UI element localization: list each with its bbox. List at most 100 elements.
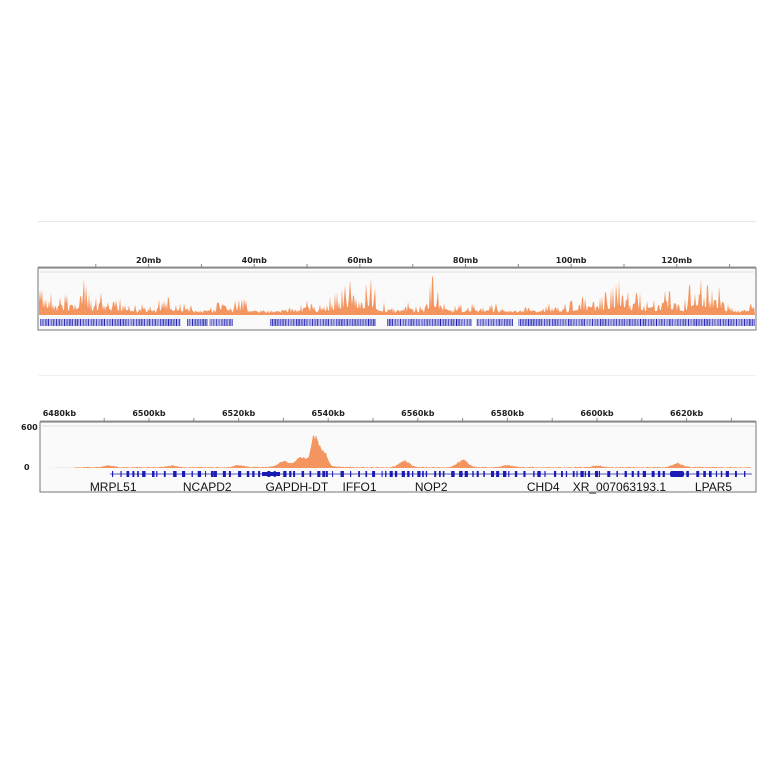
exon-mark: [372, 471, 376, 477]
gene-mark: [520, 319, 521, 326]
divider: [38, 375, 756, 376]
exon-mark: [112, 471, 114, 477]
gene-mark: [83, 319, 85, 326]
gene-mark: [635, 319, 637, 326]
gene-mark: [329, 319, 331, 326]
ruler-tick-label: 6480kb: [43, 409, 77, 418]
gene-mark: [204, 319, 206, 326]
ruler-tick-label: 60mb: [347, 256, 372, 265]
gene-mark: [553, 319, 555, 326]
ruler-tick-label: 40mb: [242, 256, 267, 265]
gene-mark: [491, 319, 493, 326]
gene-mark: [401, 319, 403, 326]
gene-mark: [641, 319, 643, 326]
gene-mark: [339, 319, 341, 326]
region-zoom-panel[interactable]: 6480kb 6500kb 6520kb 6540kb 6560kb 6580kb 6600…: [21, 409, 757, 494]
gene-mark: [121, 319, 123, 326]
gene-mark: [137, 319, 139, 326]
gene-mark: [728, 319, 729, 326]
gene-mark: [227, 319, 229, 326]
gene-mark: [222, 319, 224, 326]
gene-mark: [675, 319, 677, 326]
gene-mark: [107, 319, 109, 326]
gene-mark: [337, 319, 339, 326]
gene-mark: [548, 319, 550, 326]
gene-mark: [316, 319, 318, 326]
gene-mark: [752, 319, 753, 326]
exon-mark: [657, 471, 661, 477]
gene-mark: [369, 319, 371, 326]
exon-mark: [163, 471, 166, 477]
gene-mark: [352, 319, 353, 326]
gene-mark: [588, 319, 590, 326]
gene-mark: [307, 319, 309, 326]
gene-mark: [582, 319, 584, 326]
gene-mark: [347, 319, 349, 326]
gene-mark: [292, 319, 294, 326]
gene-mark: [40, 319, 41, 326]
gene-mark: [84, 319, 86, 326]
ruler-tick-label: 100mb: [556, 256, 587, 265]
exon-mark: [126, 471, 130, 477]
gene-mark: [228, 319, 230, 326]
gene-mark: [684, 319, 686, 326]
gene-label: XR_007063193.1: [573, 480, 667, 494]
exon-mark: [580, 471, 584, 477]
gene-mark: [428, 319, 430, 326]
exon-mark: [662, 471, 665, 477]
gene-mark: [291, 319, 293, 326]
y-axis-max-label: 600: [21, 423, 38, 432]
gene-mark: [358, 319, 360, 326]
exon-mark: [508, 471, 510, 477]
gene-mark: [395, 319, 397, 326]
exon-mark: [425, 471, 428, 477]
gene-mark: [435, 319, 437, 326]
chromosome-overview-panel[interactable]: 20mb 40mb 60mb 80mb 100mb 120mb: [37, 256, 757, 331]
gene-mark: [592, 319, 593, 326]
gene-mark: [342, 319, 344, 326]
coverage-signal: [39, 275, 755, 315]
ruler-tick-label: 120mb: [661, 256, 692, 265]
exon-mark: [365, 471, 368, 477]
exon-mark: [637, 471, 640, 477]
exon-mark: [258, 471, 261, 477]
gene-mark: [702, 319, 704, 326]
gene-mark: [390, 319, 392, 326]
exon-mark: [120, 471, 122, 477]
gene-mark: [195, 319, 197, 326]
exon-mark: [191, 471, 193, 477]
gene-mark: [144, 319, 145, 326]
gene-mark: [456, 319, 457, 326]
gene-mark: [345, 319, 347, 326]
gene-mark: [212, 319, 214, 326]
gene-mark: [430, 319, 432, 326]
gene-mark: [140, 319, 142, 326]
gene-mark: [561, 319, 563, 326]
gene-mark: [99, 319, 101, 326]
gene-mark: [593, 319, 595, 326]
gene-mark: [620, 319, 622, 326]
exon-mark: [213, 471, 217, 477]
gene-mark: [590, 319, 592, 326]
gene-mark: [726, 319, 728, 326]
gene-mark: [484, 319, 486, 326]
gene-mark: [436, 319, 438, 326]
exon-mark: [317, 471, 321, 477]
gene-mark: [569, 319, 571, 326]
gene-label: NOP2: [415, 480, 448, 494]
gene-mark: [281, 319, 283, 326]
gene-mark: [664, 319, 665, 326]
gene-mark: [742, 319, 744, 326]
gene-mark: [344, 319, 345, 326]
gene-mark: [304, 319, 305, 326]
exon-mark: [523, 471, 526, 477]
gene-mark: [676, 319, 678, 326]
gene-mark: [192, 319, 193, 326]
gene-mark: [604, 319, 606, 326]
gene-mark: [404, 319, 406, 326]
gene-mark: [625, 319, 627, 326]
gene-mark: [740, 319, 742, 326]
gene-mark: [134, 319, 136, 326]
gene-mark: [654, 319, 656, 326]
gene-mark: [209, 319, 211, 326]
